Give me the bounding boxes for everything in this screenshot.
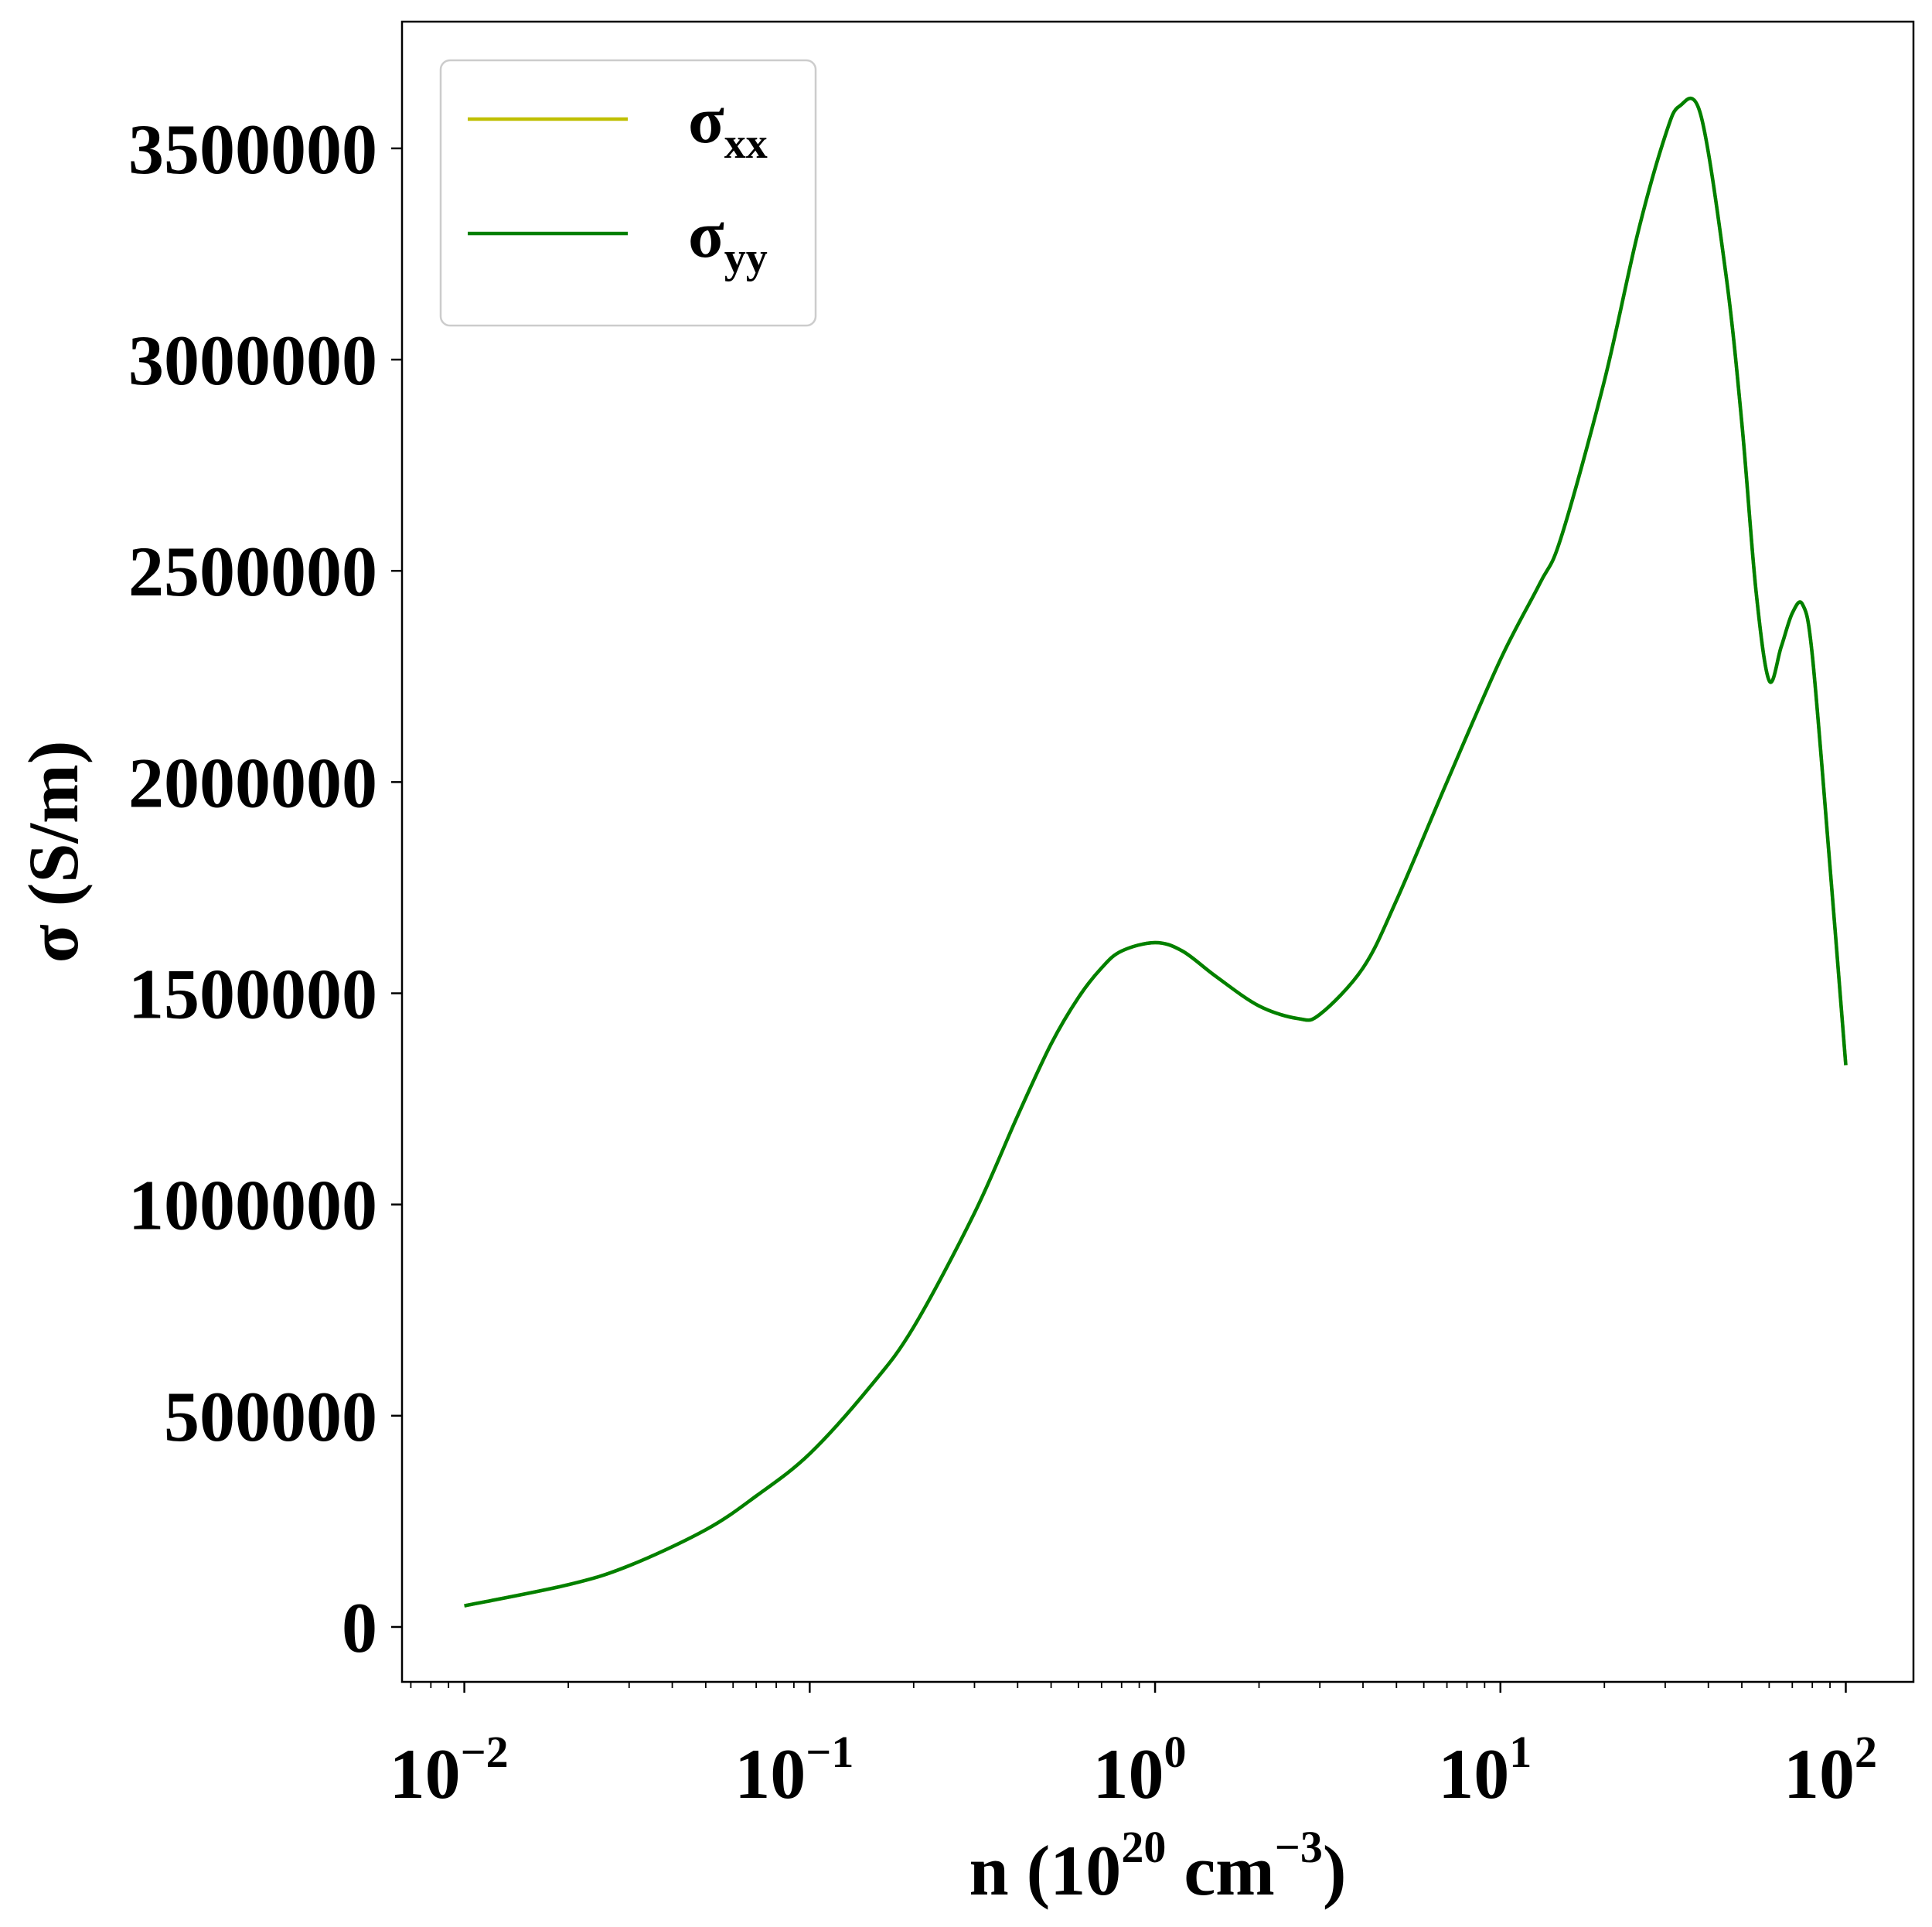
x-axis-label-sup1: 20 <box>1121 1822 1166 1872</box>
y-tick-label: 2500000 <box>128 532 377 611</box>
y-axis-label: σ (S/m) <box>14 741 93 964</box>
y-tick-label: 500000 <box>164 1377 377 1456</box>
y-tick-label: 2000000 <box>128 743 377 822</box>
x-axis-label: n (1020 cm−3) <box>969 1822 1347 1910</box>
x-tick-label: 101 <box>1438 1727 1532 1813</box>
legend: σxx σyy <box>439 59 817 327</box>
x-tick-label: 100 <box>1093 1727 1187 1813</box>
y-tick-label: 1500000 <box>128 955 377 1034</box>
x-axis-label-end: ) <box>1323 1831 1347 1910</box>
legend-frame <box>439 59 817 327</box>
legend-label-xx: σxx <box>688 83 768 168</box>
x-axis-label-mid: cm <box>1166 1831 1274 1910</box>
series-layer <box>464 96 1848 1608</box>
y-tick-label: 1000000 <box>128 1166 377 1245</box>
x-axis-label-base: n (10 <box>969 1831 1122 1910</box>
x-axis-label-sup2: −3 <box>1275 1822 1323 1872</box>
legend-label-yy: σyy <box>688 197 768 282</box>
y-tick-label: 3000000 <box>128 321 377 400</box>
x-tick-label: 10−1 <box>734 1727 854 1813</box>
y-tick-label: 0 <box>342 1588 377 1667</box>
y-tick-label: 3500000 <box>128 110 377 189</box>
x-tick-label: 102 <box>1784 1727 1877 1813</box>
x-tick-label: 10−2 <box>390 1727 509 1813</box>
series-line-yy <box>464 96 1848 1608</box>
axis-ticks: 0 500000 1000000 1500000 2000000 2500000 30000… <box>128 110 1877 1813</box>
plot-area-frame <box>400 20 1915 1683</box>
